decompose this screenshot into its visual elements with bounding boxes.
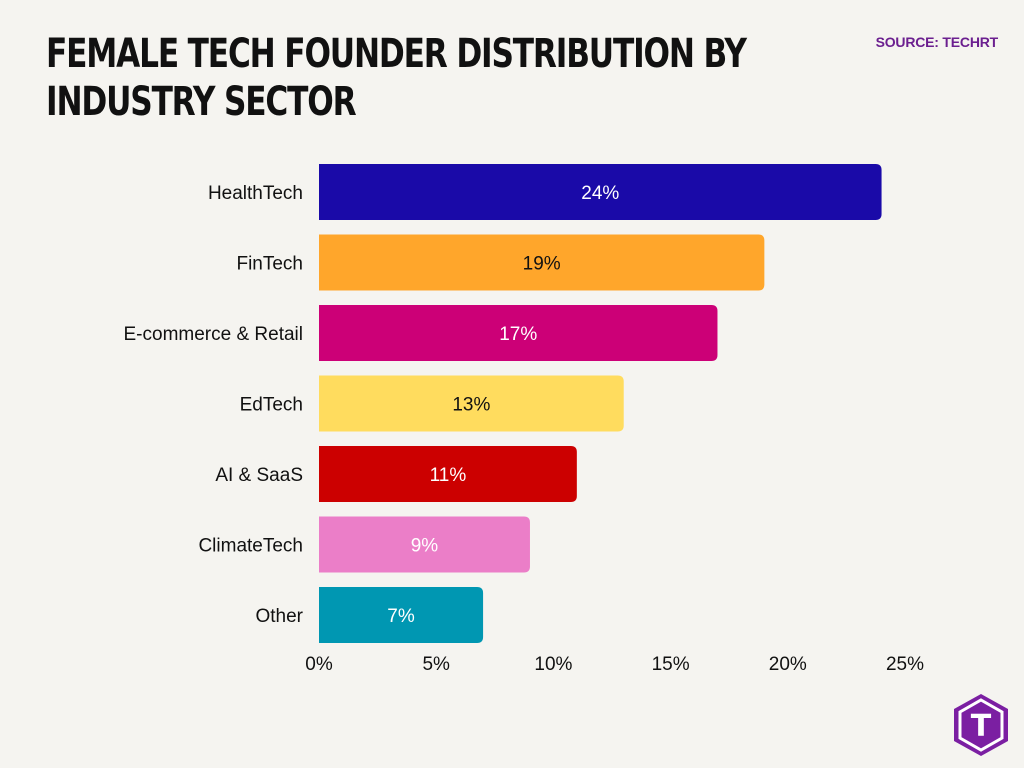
x-tick-label: 15%	[652, 654, 690, 675]
bar-healthtech	[319, 164, 882, 220]
value-label-healthtech: 24%	[581, 183, 619, 204]
x-tick-label: 25%	[886, 654, 924, 675]
category-label-climatetech: ClimateTech	[198, 536, 303, 557]
category-label-healthtech: HealthTech	[208, 183, 303, 204]
value-label-e-commerce-retail: 17%	[499, 324, 537, 345]
bar-climatetech	[319, 516, 530, 573]
category-label-e-commerce-retail: E-commerce & Retail	[124, 324, 304, 345]
category-label-fintech: FinTech	[236, 254, 303, 275]
value-label-other: 7%	[387, 606, 415, 627]
value-label-fintech: 19%	[523, 254, 561, 275]
x-tick-label: 10%	[534, 654, 572, 675]
category-label-edtech: EdTech	[240, 395, 303, 416]
category-label-ai-saas: AI & SaaS	[215, 465, 303, 486]
source-label: SOURCE: TECHRT	[875, 34, 999, 50]
category-label-other: Other	[255, 606, 303, 627]
x-tick-label: 5%	[422, 654, 450, 675]
t-hexagon-logo-icon: T	[954, 694, 1008, 756]
value-label-climatetech: 9%	[411, 536, 439, 557]
bar-ai-saas	[319, 446, 577, 502]
bar-fintech	[319, 234, 765, 291]
value-label-ai-saas: 11%	[430, 465, 467, 486]
bar-e-commerce-retail	[319, 305, 718, 361]
value-label-edtech: 13%	[452, 395, 490, 416]
bar-other	[319, 587, 484, 643]
logo-letter: T	[971, 709, 992, 744]
x-tick-label: 0%	[305, 654, 333, 675]
x-tick-label: 20%	[769, 654, 807, 675]
bar-edtech	[319, 375, 624, 432]
chart-title: FEMALE TECH FOUNDER DISTRIBUTION BY INDU…	[46, 31, 747, 125]
